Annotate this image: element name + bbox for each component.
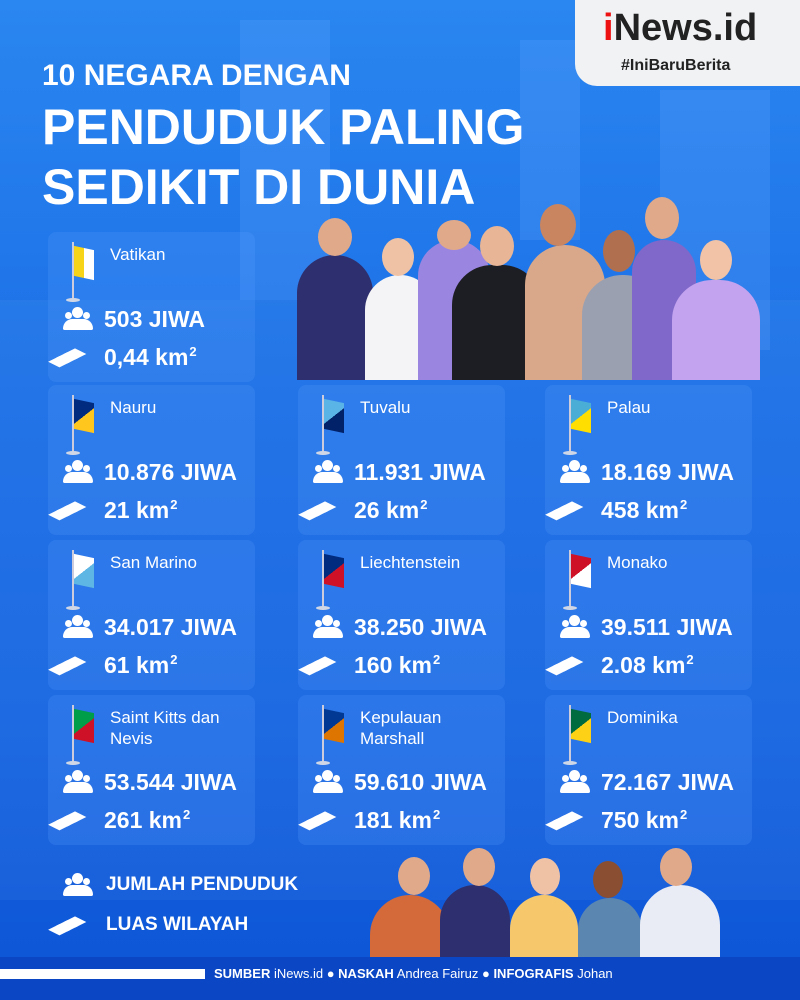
flag-icon	[316, 705, 346, 765]
title-line-2: PENDUDUK PALING	[42, 99, 525, 155]
people-icon	[559, 770, 591, 794]
legend-area: LUAS WILAYAH	[62, 912, 248, 938]
layers-icon	[62, 653, 94, 677]
population: 72.167 JIWA	[559, 767, 734, 797]
people-icon	[62, 770, 94, 794]
country-name: Kepulauan Marshall	[360, 708, 442, 748]
people-icon	[312, 770, 344, 794]
layers-icon	[559, 808, 591, 832]
squared-mark: 2	[170, 652, 178, 667]
squared-mark: 2	[680, 497, 688, 512]
population: 34.017 JIWA	[62, 612, 237, 642]
country-name: Monako	[607, 553, 668, 572]
flag-icon	[66, 242, 96, 302]
country-card: Liechtenstein 38.250 JIWA 160 km 2	[298, 540, 505, 690]
layers-icon	[62, 808, 94, 832]
legend-population: JUMLAH PENDUDUK	[62, 872, 298, 898]
squared-mark: 2	[433, 807, 441, 822]
flag-icon	[563, 395, 593, 455]
country-name: Vatikan	[110, 245, 166, 264]
country-name: Saint Kitts dan Nevis	[110, 708, 220, 748]
population: 503 JIWA	[62, 304, 205, 334]
flag-icon	[316, 395, 346, 455]
squared-mark: 2	[680, 807, 688, 822]
country-card: Palau 18.169 JIWA 458 km 2	[545, 385, 752, 535]
layers-icon	[312, 498, 344, 522]
area: 458 km 2	[559, 495, 687, 525]
population: 18.169 JIWA	[559, 457, 734, 487]
layers-icon	[62, 913, 94, 937]
title-line-1: 10 NEGARA DENGAN	[42, 59, 351, 92]
squared-mark: 2	[189, 344, 197, 359]
country-card: Nauru 10.876 JIWA 21 km 2	[48, 385, 255, 535]
squared-mark: 2	[433, 652, 441, 667]
layers-icon	[62, 345, 94, 369]
layers-icon	[312, 653, 344, 677]
area: 181 km 2	[312, 805, 440, 835]
people-icon	[312, 460, 344, 484]
building-bg	[240, 20, 330, 300]
flag-icon	[563, 550, 593, 610]
population: 59.610 JIWA	[312, 767, 487, 797]
country-name: Liechtenstein	[360, 553, 461, 572]
flag-icon	[66, 395, 96, 455]
country-name: San Marino	[110, 553, 197, 572]
credits-footer: SUMBER iNews.id ● NASKAH Andrea Fairuz ●…	[0, 957, 800, 1000]
population: 11.931 JIWA	[312, 457, 486, 487]
flag-icon	[66, 705, 96, 765]
population: 10.876 JIWA	[62, 457, 237, 487]
area: 26 km 2	[312, 495, 427, 525]
flag-icon	[316, 550, 346, 610]
people-icon	[62, 460, 94, 484]
squared-mark: 2	[183, 807, 191, 822]
country-name: Palau	[607, 398, 651, 417]
country-card: Vatikan 503 JIWA 0,44 km 2	[48, 232, 255, 382]
squared-mark: 2	[420, 497, 428, 512]
area: 61 km 2	[62, 650, 177, 680]
logo-wordmark: iNews.id	[603, 7, 758, 49]
country-card: Monako 39.511 JIWA 2.08 km 2	[545, 540, 752, 690]
squared-mark: 2	[686, 652, 694, 667]
inews-logo: iNews.id #IniBaruBerita	[575, 0, 800, 86]
credits-text: SUMBER iNews.id ● NASKAH Andrea Fairuz ●…	[214, 966, 613, 981]
people-icon	[559, 460, 591, 484]
people-icon	[312, 615, 344, 639]
population: 38.250 JIWA	[312, 612, 487, 642]
area: 160 km 2	[312, 650, 440, 680]
population: 53.544 JIWA	[62, 767, 237, 797]
city-bg	[0, 300, 800, 900]
country-card: San Marino 34.017 JIWA 61 km 2	[48, 540, 255, 690]
country-card: Kepulauan Marshall 59.610 JIWA 181 km 2	[298, 695, 505, 845]
flag-icon	[563, 705, 593, 765]
footer-bar	[0, 969, 205, 979]
layers-icon	[62, 498, 94, 522]
people-icon	[62, 615, 94, 639]
layers-icon	[312, 808, 344, 832]
title-line-3: SEDIKIT DI DUNIA	[42, 159, 476, 215]
country-card: Tuvalu 11.931 JIWA 26 km 2	[298, 385, 505, 535]
area: 2.08 km 2	[559, 650, 694, 680]
country-name: Dominika	[607, 708, 678, 727]
area: 750 km 2	[559, 805, 687, 835]
people-icon	[559, 615, 591, 639]
country-card: Dominika 72.167 JIWA 750 km 2	[545, 695, 752, 845]
layers-icon	[559, 498, 591, 522]
layers-icon	[559, 653, 591, 677]
country-card: Saint Kitts dan Nevis 53.544 JIWA 261 km 2	[48, 695, 255, 845]
area: 21 km 2	[62, 495, 177, 525]
tagline: #IniBaruBerita	[621, 57, 731, 74]
squared-mark: 2	[170, 497, 178, 512]
people-icon	[62, 873, 94, 897]
area: 261 km 2	[62, 805, 190, 835]
country-name: Tuvalu	[360, 398, 411, 417]
people-icon	[62, 307, 94, 331]
flag-icon	[66, 550, 96, 610]
area: 0,44 km 2	[62, 342, 197, 372]
population: 39.511 JIWA	[559, 612, 733, 642]
country-name: Nauru	[110, 398, 157, 417]
